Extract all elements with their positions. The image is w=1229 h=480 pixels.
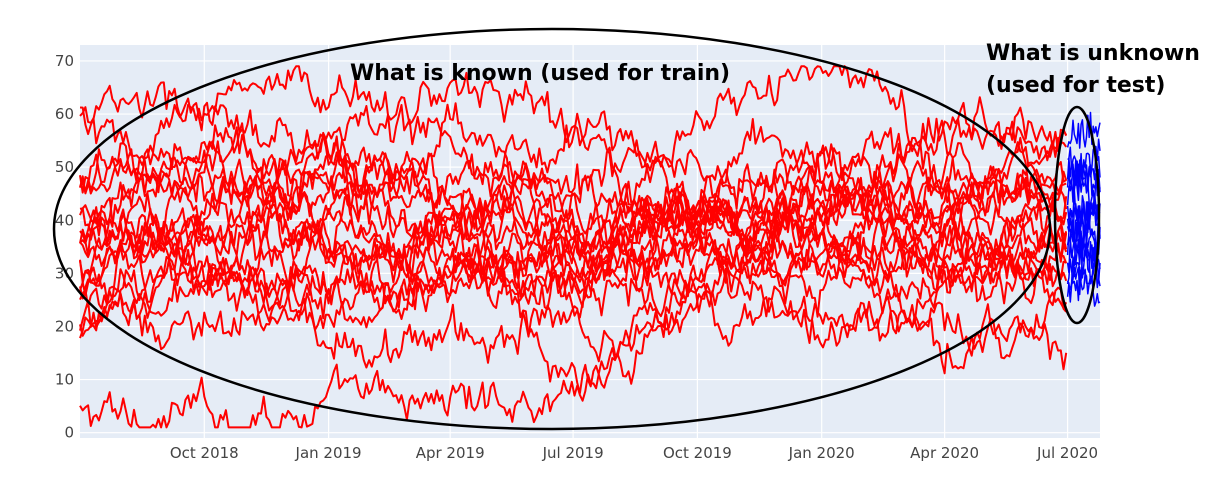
- train-series-line: [79, 109, 1068, 255]
- train-series-line: [79, 215, 1068, 429]
- test-series-line: [1066, 211, 1101, 274]
- x-tick-label: Oct 2019: [663, 444, 732, 462]
- x-tick-label: Jan 2019: [295, 444, 362, 462]
- test-series-line: [1066, 189, 1101, 239]
- y-tick-label: 0: [64, 424, 74, 442]
- x-tick-label: Jul 2020: [1036, 444, 1098, 462]
- annotations: What is known (used for train) What is u…: [52, 27, 1200, 431]
- x-tick-label: Apr 2020: [910, 444, 979, 462]
- train-series-line: [79, 146, 1068, 300]
- test-series-line: [1066, 227, 1101, 291]
- test-series-line: [1067, 146, 1101, 197]
- test-series-line: [1066, 111, 1101, 149]
- series-lines: [79, 65, 1101, 429]
- y-tick-label: 10: [55, 371, 74, 389]
- train-series-line: [79, 146, 1068, 305]
- y-tick-label: 70: [55, 52, 74, 70]
- train-series-line: [79, 238, 1068, 395]
- test-region-ellipse: [1053, 105, 1101, 325]
- test-region-label-line1: What is unknown: [986, 41, 1200, 66]
- train-series-line: [79, 159, 1068, 303]
- test-series-line: [1066, 258, 1101, 307]
- test-region-label-line2: (used for test): [986, 73, 1165, 98]
- train-region-label: What is known (used for train): [350, 61, 730, 86]
- train-region-ellipse: [52, 27, 1052, 431]
- x-tick-label: Jul 2019: [542, 444, 604, 462]
- y-tick-label: 50: [55, 158, 74, 176]
- x-tick-label: Jan 2020: [788, 444, 855, 462]
- train-series-line: [79, 183, 1068, 319]
- train-series-line: [79, 135, 1067, 258]
- x-tick-label: Oct 2018: [170, 444, 239, 462]
- x-tick-label: Apr 2019: [416, 444, 485, 462]
- y-tick-label: 40: [55, 211, 74, 229]
- y-tick-label: 60: [55, 105, 74, 123]
- y-tick-label: 20: [55, 317, 74, 335]
- train-series-line: [79, 65, 1068, 213]
